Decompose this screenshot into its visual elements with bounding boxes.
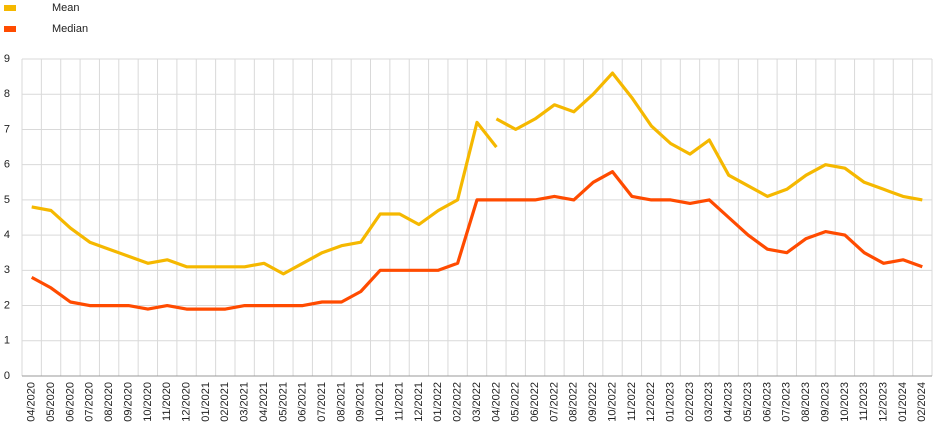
x-tick-label: 05/2021 xyxy=(277,382,289,422)
x-tick-label: 07/2023 xyxy=(781,382,793,422)
x-tick-label: 08/2020 xyxy=(103,382,115,422)
x-tick-label: 02/2022 xyxy=(452,382,464,422)
y-tick-label: 0 xyxy=(4,370,10,382)
x-tick-label: 07/2021 xyxy=(316,382,328,422)
x-tick-label: 05/2020 xyxy=(45,382,57,422)
x-tick-label: 06/2020 xyxy=(64,382,76,422)
y-tick-label: 7 xyxy=(4,123,10,135)
x-tick-label: 01/2023 xyxy=(665,382,677,422)
x-tick-label: 10/2021 xyxy=(374,382,386,422)
x-tick-label: 01/2021 xyxy=(200,382,212,422)
x-tick-label: 06/2021 xyxy=(297,382,309,422)
data-line xyxy=(31,120,498,276)
x-tick-label: 10/2020 xyxy=(142,382,154,422)
x-tick-label: 01/2022 xyxy=(432,382,444,422)
y-tick-label: 1 xyxy=(4,335,10,347)
x-tick-label: 09/2021 xyxy=(355,382,367,422)
x-tick-label: 07/2022 xyxy=(548,382,560,422)
x-tick-label: 01/2024 xyxy=(897,382,909,422)
x-tick-label: 03/2022 xyxy=(471,382,483,422)
x-tick-label: 06/2022 xyxy=(529,382,541,422)
x-tick-label: 08/2023 xyxy=(800,382,812,422)
x-tick-label: 11/2023 xyxy=(858,382,870,421)
x-tick-label: 12/2020 xyxy=(180,382,192,422)
y-tick-label: 2 xyxy=(4,299,10,311)
legend-label: Mean xyxy=(52,2,80,14)
legend-swatch xyxy=(4,5,16,11)
x-tick-label: 08/2021 xyxy=(335,382,347,422)
x-tick-label: 04/2023 xyxy=(723,382,735,422)
x-tick-label: 04/2021 xyxy=(258,382,270,422)
data-line xyxy=(495,71,923,202)
x-tick-label: 02/2024 xyxy=(916,382,928,422)
x-tick-label: 02/2023 xyxy=(684,382,696,422)
x-tick-label: 06/2023 xyxy=(761,382,773,422)
x-tick-label: 10/2022 xyxy=(606,382,618,422)
x-tick-label: 12/2021 xyxy=(413,382,425,422)
legend-label: Median xyxy=(52,23,88,35)
x-tick-label: 03/2023 xyxy=(703,382,715,422)
x-tick-label: 05/2022 xyxy=(510,382,522,422)
data-line xyxy=(30,170,923,311)
x-tick-label: 12/2023 xyxy=(878,382,890,422)
y-tick-label: 9 xyxy=(4,53,10,65)
y-tick-label: 8 xyxy=(4,88,10,100)
x-tick-label: 11/2022 xyxy=(626,382,638,421)
x-tick-label: 11/2020 xyxy=(161,382,173,421)
x-tick-label: 08/2022 xyxy=(568,382,580,422)
x-tick-label: 02/2021 xyxy=(219,382,231,422)
x-tick-label: 10/2023 xyxy=(839,382,851,422)
x-tick-label: 04/2022 xyxy=(490,382,502,422)
y-tick-label: 5 xyxy=(4,194,10,206)
y-tick-label: 4 xyxy=(4,229,10,241)
y-tick-label: 3 xyxy=(4,264,10,276)
x-tick-label: 09/2023 xyxy=(819,382,831,422)
x-tick-label: 03/2021 xyxy=(239,382,251,422)
x-tick-label: 11/2021 xyxy=(393,382,405,421)
x-tick-label: 12/2022 xyxy=(645,382,657,422)
x-tick-label: 05/2023 xyxy=(742,382,754,422)
x-tick-label: 09/2022 xyxy=(587,382,599,422)
x-tick-label: 07/2020 xyxy=(84,382,96,422)
legend-swatch xyxy=(4,26,16,32)
x-tick-label: 09/2020 xyxy=(122,382,134,422)
x-tick-label: 04/2020 xyxy=(26,382,38,422)
y-tick-label: 6 xyxy=(4,159,10,171)
